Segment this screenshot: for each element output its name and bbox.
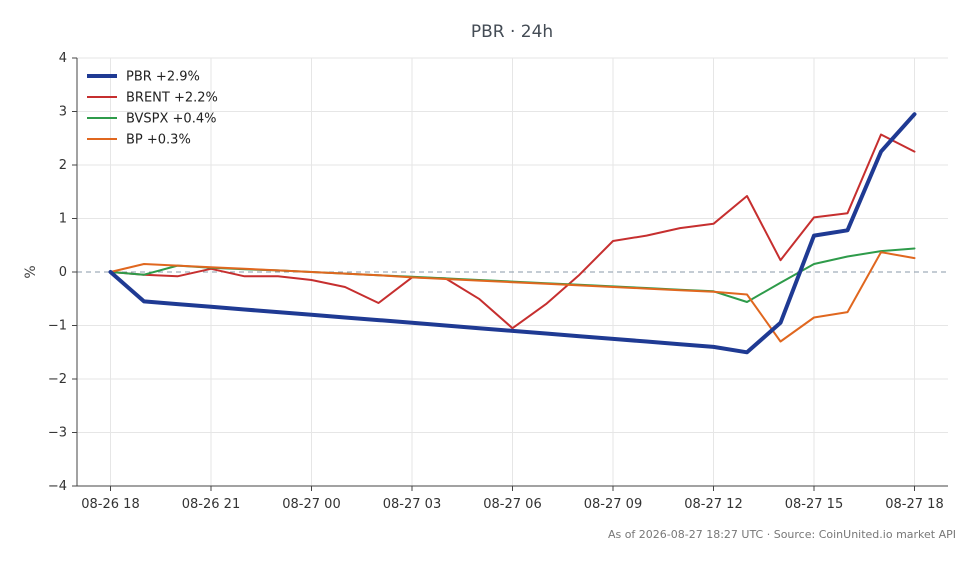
x-tick-label: 08-27 09	[584, 497, 642, 512]
legend-label-bp: BP +0.3%	[126, 133, 191, 148]
series-line-brent	[109, 133, 916, 330]
y-tick-label: −1	[48, 319, 67, 334]
x-tick-label: 08-26 18	[81, 497, 139, 512]
y-tick-label: 2	[59, 158, 67, 173]
y-axis-label: %	[23, 265, 39, 278]
legend: PBR +2.9% BRENT +2.2% BVSPX +0.4% BP +0.3%	[87, 70, 218, 148]
x-tick-label: 08-27 03	[383, 497, 441, 512]
series-layer	[108, 112, 917, 355]
y-tick-label: −2	[48, 372, 67, 387]
footer-source: As of 2026-08-27 18:27 UTC · Source: Coi…	[608, 528, 956, 541]
legend-label-bvspx: BVSPX +0.4%	[126, 112, 216, 127]
y-tick-label: −4	[48, 479, 67, 494]
series-line-pbr	[108, 112, 917, 355]
y-tick-label: 0	[59, 265, 67, 280]
x-tick-label: 08-27 06	[483, 497, 541, 512]
y-tick-label: 1	[59, 212, 67, 227]
y-tick-label: −3	[48, 426, 67, 441]
legend-label-pbr: PBR +2.9%	[126, 70, 200, 85]
chart-title: PBR · 24h	[471, 22, 553, 42]
x-tick-label: 08-27 12	[684, 497, 742, 512]
y-tick-label: 3	[59, 105, 67, 120]
x-tick-label: 08-27 18	[885, 497, 943, 512]
grid	[77, 57, 948, 487]
x-tick-label: 08-27 15	[785, 497, 843, 512]
axes: 4 3 2 1 0 −1 −2 −3 −4 08-26 18 08-26 21 08-27 00 08-…	[48, 51, 948, 512]
y-tick-label: 4	[59, 51, 67, 66]
x-tick-label: 08-26 21	[182, 497, 240, 512]
legend-label-brent: BRENT +2.2%	[126, 91, 218, 106]
series-line-bp	[109, 251, 916, 343]
x-tick-label: 08-27 00	[282, 497, 340, 512]
